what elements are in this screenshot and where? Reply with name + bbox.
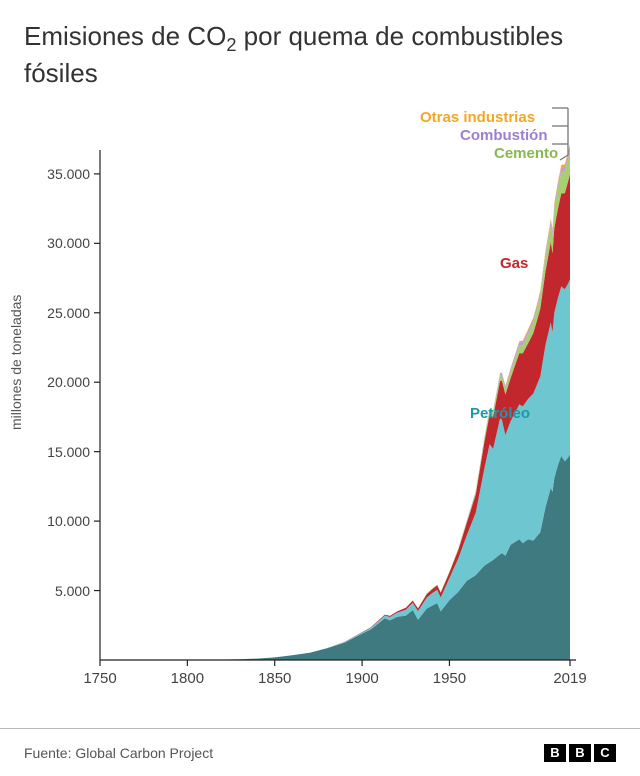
y-axis-label: millones de toneladas xyxy=(8,295,24,430)
x-tick-label: 1800 xyxy=(171,670,204,687)
source-text: Fuente: Global Carbon Project xyxy=(24,745,213,761)
x-tick-label: 2019 xyxy=(553,670,586,687)
chart-title: Emisiones de CO2 por quema de combustibl… xyxy=(24,20,616,89)
title-prefix: Emisiones de CO xyxy=(24,21,226,51)
series-label-Combustión: Combustión xyxy=(460,127,548,144)
series-label-Petróleo: Petróleo xyxy=(470,405,530,422)
y-tick-label: 15.000 xyxy=(30,444,90,460)
series-label-Otras industrias: Otras industrias xyxy=(420,109,535,126)
chart-area: millones de toneladas 5.000 10.000 15.000 2… xyxy=(0,100,640,710)
stacked-area-chart xyxy=(0,100,640,710)
series-label-Cemento: Cemento xyxy=(494,145,558,162)
y-tick-label: 35.000 xyxy=(30,166,90,182)
bbc-logo-letter: B xyxy=(569,744,591,762)
bbc-logo-letter: B xyxy=(544,744,566,762)
y-tick-label: 5.000 xyxy=(30,583,90,599)
page-root: Emisiones de CO2 por quema de combustibl… xyxy=(0,0,640,776)
series-label-Carbón: Carbón xyxy=(475,590,528,607)
x-tick-label: 1850 xyxy=(258,670,291,687)
y-tick-label: 10.000 xyxy=(30,513,90,529)
bbc-logo: B B C xyxy=(544,744,616,762)
y-tick-label: 20.000 xyxy=(30,374,90,390)
x-tick-label: 1950 xyxy=(433,670,466,687)
series-label-Gas: Gas xyxy=(500,255,528,272)
y-tick-label: 30.000 xyxy=(30,235,90,251)
x-tick-label: 1900 xyxy=(345,670,378,687)
y-tick-label: 25.000 xyxy=(30,305,90,321)
bbc-logo-letter: C xyxy=(594,744,616,762)
chart-footer: Fuente: Global Carbon Project B B C xyxy=(0,728,640,776)
x-tick-label: 1750 xyxy=(83,670,116,687)
title-subscript: 2 xyxy=(226,35,236,55)
